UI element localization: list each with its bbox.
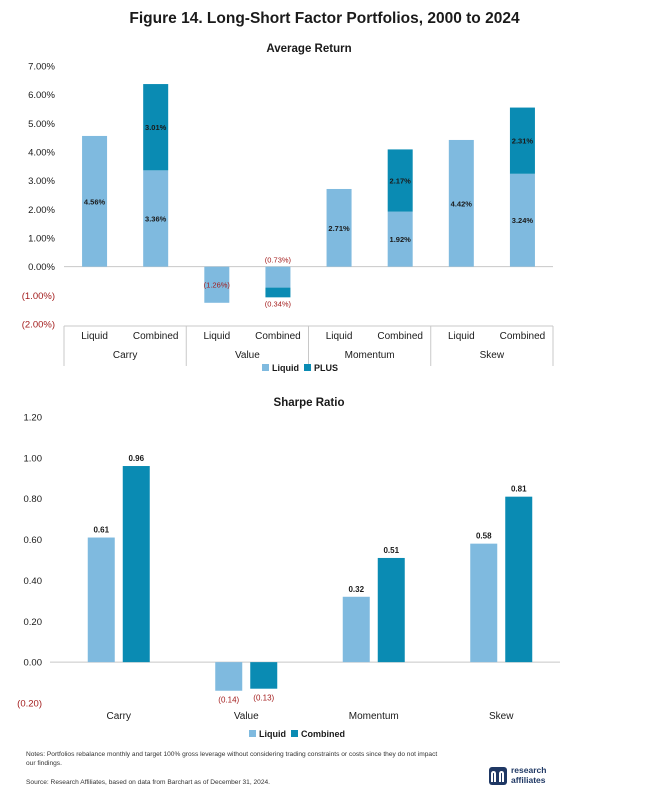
bar-label-liquid: (1.26%) bbox=[204, 281, 231, 290]
logo-line2: affiliates bbox=[511, 774, 546, 785]
y-tick-label: (1.00%) bbox=[22, 291, 55, 302]
logo-icon bbox=[489, 767, 507, 785]
y-tick-label: 1.00 bbox=[24, 453, 43, 464]
logo-line1: research bbox=[511, 765, 547, 775]
legend-swatch-plus bbox=[304, 364, 311, 371]
bar-label-plus: 3.01% bbox=[145, 123, 167, 132]
legend-label-combined: Combined bbox=[301, 729, 345, 739]
bar-liquid bbox=[342, 596, 370, 663]
bar-label-combined: 0.51 bbox=[383, 546, 399, 555]
bar-combined bbox=[377, 557, 405, 663]
y-tick-label: 4.00% bbox=[28, 148, 55, 159]
y-tick-label: 7.00% bbox=[28, 62, 55, 73]
source-text: Source: Research Affiliates, based on da… bbox=[26, 779, 270, 786]
bar-label-liquid: 0.32 bbox=[348, 585, 364, 594]
y-tick-label: 0.80 bbox=[24, 494, 43, 505]
bar-liquid bbox=[326, 188, 352, 267]
bar-label-liquid: 4.42% bbox=[451, 199, 473, 208]
bar-liquid bbox=[82, 135, 108, 267]
research-affiliates-logo: research affiliates bbox=[489, 765, 557, 787]
bar-liquid bbox=[265, 266, 291, 288]
bar-plus bbox=[509, 107, 535, 174]
y-tick-label: (0.20) bbox=[17, 699, 42, 710]
x-category-label: Liquid bbox=[203, 331, 230, 342]
bar-plus bbox=[387, 149, 413, 212]
y-tick-label: 0.60 bbox=[24, 535, 43, 546]
legend-label-plus: PLUS bbox=[314, 363, 338, 373]
x-category-label: Combined bbox=[133, 331, 179, 342]
bar-label-liquid: 4.56% bbox=[84, 197, 106, 206]
bar-liquid bbox=[509, 173, 535, 267]
average-return-chart: Average Return 7.00% 6.00% 5.00% 4.00% 3.00% 2… bbox=[22, 43, 554, 373]
bar-label-liquid: 2.71% bbox=[328, 224, 350, 233]
logo-text: research affiliates bbox=[511, 765, 547, 785]
y-tick-label: 0.00 bbox=[24, 658, 43, 669]
x-category-label: Value bbox=[234, 711, 259, 722]
bar-label-liquid: (0.14) bbox=[218, 696, 239, 705]
bar-label-plus: 2.31% bbox=[512, 137, 534, 146]
bar-label-plus: 2.17% bbox=[390, 177, 412, 186]
x-category-label: Liquid bbox=[326, 331, 353, 342]
bar-liquid bbox=[387, 211, 413, 267]
legend-label-liquid: Liquid bbox=[272, 363, 299, 373]
x-group-label: Value bbox=[235, 350, 260, 361]
y-tick-label: 1.20 bbox=[24, 413, 43, 424]
legend-swatch-liquid bbox=[249, 730, 256, 737]
bar-liquid bbox=[448, 139, 474, 267]
bar-combined bbox=[250, 662, 278, 689]
y-tick-label: 5.00% bbox=[28, 119, 55, 130]
bar-liquid bbox=[215, 662, 243, 691]
figure-title: Figure 14. Long-Short Factor Portfolios,… bbox=[129, 10, 520, 27]
x-category-label: Combined bbox=[500, 331, 546, 342]
x-category-label: Combined bbox=[377, 331, 423, 342]
bar-label-combined: (0.13) bbox=[253, 694, 274, 703]
bar-label-combined: 0.81 bbox=[511, 485, 527, 494]
y-tick-label: 0.20 bbox=[24, 617, 43, 628]
bar-plus bbox=[265, 287, 291, 298]
bar-label-liquid: 1.92% bbox=[390, 235, 412, 244]
bar-liquid bbox=[143, 170, 169, 267]
bar-label-liquid: 0.61 bbox=[93, 526, 109, 535]
y-tick-label: 1.00% bbox=[28, 234, 55, 245]
notes-text: Notes: Portfolios rebalance monthly and … bbox=[26, 751, 438, 767]
bar-liquid bbox=[470, 543, 498, 663]
chart-title: Average Return bbox=[266, 43, 351, 55]
bar-label-plus: (0.34%) bbox=[265, 299, 292, 308]
y-tick-label: 0.40 bbox=[24, 576, 43, 587]
x-category-label: Skew bbox=[489, 711, 514, 722]
y-tick-label: 3.00% bbox=[28, 176, 55, 187]
bar-label-liquid: 0.58 bbox=[476, 532, 492, 541]
x-category-label: Carry bbox=[107, 711, 131, 722]
bar-plus bbox=[143, 84, 169, 171]
legend-swatch-combined bbox=[291, 730, 298, 737]
bar-label-liquid: 3.36% bbox=[145, 215, 167, 224]
y-tick-label: 0.00% bbox=[28, 262, 55, 273]
bar-combined bbox=[122, 466, 150, 663]
x-group-label: Momentum bbox=[345, 350, 395, 361]
bar-liquid bbox=[204, 266, 230, 303]
bar-combined bbox=[505, 496, 533, 663]
bar-label-combined: 0.96 bbox=[128, 454, 144, 463]
x-category-label: Momentum bbox=[349, 711, 399, 722]
y-tick-label: 2.00% bbox=[28, 205, 55, 216]
chart-title: Sharpe Ratio bbox=[274, 397, 345, 409]
x-category-label: Liquid bbox=[448, 331, 475, 342]
y-tick-label: (2.00%) bbox=[22, 320, 55, 331]
x-category-label: Combined bbox=[255, 331, 301, 342]
x-category-label: Liquid bbox=[81, 331, 108, 342]
x-group-label: Skew bbox=[480, 350, 505, 361]
y-tick-label: 6.00% bbox=[28, 90, 55, 101]
bar-label-liquid: (0.73%) bbox=[265, 256, 292, 265]
bar-label-liquid: 3.24% bbox=[512, 216, 534, 225]
legend-swatch-liquid bbox=[262, 364, 269, 371]
legend-label-liquid: Liquid bbox=[259, 729, 286, 739]
bar-liquid bbox=[87, 537, 115, 663]
x-group-label: Carry bbox=[113, 350, 137, 361]
